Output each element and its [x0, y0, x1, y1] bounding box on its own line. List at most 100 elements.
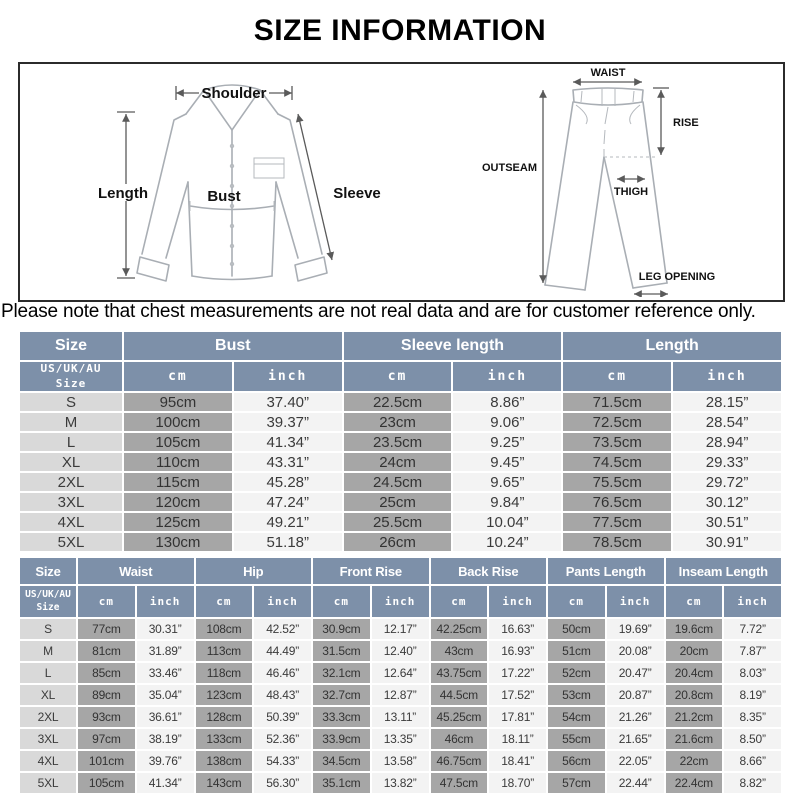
waist-label: WAIST: [591, 67, 626, 79]
size-label-cell: 4XL: [20, 513, 122, 531]
cm-value-cell: 33.9cm: [313, 729, 370, 749]
inch-value-cell: 16.93”: [489, 641, 546, 661]
inch-value-cell: 7.87”: [724, 641, 781, 661]
cm-value-cell: 33.3cm: [313, 707, 370, 727]
inch-value-cell: 12.40”: [371, 641, 429, 661]
cm-value-cell: 78.5cm: [563, 533, 672, 551]
cm-value-cell: 34.5cm: [313, 751, 370, 771]
inch-value-cell: 50.39”: [254, 707, 311, 727]
cm-value-cell: 47.5cm: [430, 773, 488, 793]
cm-value-cell: 43.75cm: [430, 663, 488, 683]
cm-value-cell: 105cm: [78, 773, 135, 793]
cm-value-cell: 72.5cm: [563, 413, 672, 431]
cm-value-cell: 21.6cm: [665, 729, 723, 749]
size-standard-subheader: US/UK/AU Size: [20, 586, 76, 617]
size-standard-subheader: US/UK/AU Size: [20, 362, 122, 391]
size-row: L 85cm 33.46” 118cm 46.46” 32.1cm 12.64” 43.75c…: [20, 663, 781, 683]
cm-value-cell: 35.1cm: [313, 773, 370, 793]
inch-value-cell: 30.31”: [136, 619, 194, 639]
measure-group-header: Pants Length: [548, 558, 664, 584]
inch-value-cell: 38.19”: [136, 729, 194, 749]
measure-group-header: Back Rise: [430, 558, 546, 584]
inch-value-cell: 29.33”: [673, 453, 781, 471]
measure-group-header: Inseam Length: [665, 558, 781, 584]
measure-group-header: Front Rise: [313, 558, 429, 584]
size-label-cell: S: [20, 619, 76, 639]
inch-value-cell: 8.35”: [724, 707, 781, 727]
size-row: 5XL 105cm 41.34” 143cm 56.30” 35.1cm 13.82” 47.…: [20, 773, 781, 793]
cm-value-cell: 22.5cm: [343, 393, 452, 411]
size-label-cell: 4XL: [20, 751, 76, 771]
shoulder-label: Shoulder: [201, 85, 266, 102]
size-row: M 100cm 39.37” 23cm 9.06” 72.5cm 28.54”: [20, 413, 781, 431]
size-label-cell: 2XL: [20, 473, 122, 491]
unit-subheader: inch: [673, 362, 781, 391]
inch-value-cell: 20.87”: [606, 685, 664, 705]
cm-value-cell: 77.5cm: [563, 513, 672, 531]
inch-value-cell: 31.89”: [136, 641, 194, 661]
cm-value-cell: 75.5cm: [563, 473, 672, 491]
cm-value-cell: 130cm: [124, 533, 232, 551]
leg-opening-label: LEG OPENING: [639, 271, 715, 283]
inch-value-cell: 22.44”: [606, 773, 664, 793]
cm-value-cell: 32.1cm: [313, 663, 370, 683]
sleeve-label: Sleeve: [333, 185, 381, 202]
inch-value-cell: 30.51”: [673, 513, 781, 531]
cm-value-cell: 42.25cm: [430, 619, 488, 639]
inch-value-cell: 10.04”: [453, 513, 562, 531]
cm-value-cell: 54cm: [548, 707, 605, 727]
unit-subheader: inch: [453, 362, 562, 391]
inch-value-cell: 8.50”: [724, 729, 781, 749]
inch-value-cell: 18.70”: [489, 773, 546, 793]
size-row: 3XL 97cm 38.19” 133cm 52.36” 33.9cm 13.35” 46cm…: [20, 729, 781, 749]
cm-value-cell: 20.8cm: [665, 685, 723, 705]
size-label-cell: 5XL: [20, 533, 122, 551]
size-label-cell: 3XL: [20, 493, 122, 511]
cm-value-cell: 55cm: [548, 729, 605, 749]
inch-value-cell: 20.08”: [606, 641, 664, 661]
cm-value-cell: 138cm: [195, 751, 253, 771]
right-pocket: [629, 104, 641, 125]
inch-value-cell: 43.31”: [233, 453, 342, 471]
inch-value-cell: 51.18”: [233, 533, 342, 551]
rise-label: RISE: [673, 117, 699, 129]
cm-value-cell: 45.25cm: [430, 707, 488, 727]
cm-value-cell: 22.4cm: [665, 773, 723, 793]
cm-value-cell: 26cm: [343, 533, 452, 551]
measure-group-header: Sleeve length: [343, 332, 562, 360]
inch-value-cell: 10.24”: [453, 533, 562, 551]
inch-value-cell: 29.72”: [673, 473, 781, 491]
cm-value-cell: 43cm: [430, 641, 488, 661]
shoulder-arrow: [175, 86, 293, 100]
inch-value-cell: 13.82”: [371, 773, 429, 793]
inch-value-cell: 9.45”: [453, 453, 562, 471]
inch-value-cell: 28.54”: [673, 413, 781, 431]
size-label-cell: L: [20, 433, 122, 451]
inch-value-cell: 9.65”: [453, 473, 562, 491]
inch-value-cell: 28.15”: [673, 393, 781, 411]
unit-subheader: cm: [343, 362, 452, 391]
inch-value-cell: 20.47”: [606, 663, 664, 683]
cm-value-cell: 25cm: [343, 493, 452, 511]
cm-value-cell: 81cm: [78, 641, 135, 661]
inch-value-cell: 16.63”: [489, 619, 546, 639]
size-label-cell: M: [20, 413, 122, 431]
inch-value-cell: 22.05”: [606, 751, 664, 771]
cm-value-cell: 19.6cm: [665, 619, 723, 639]
cm-value-cell: 133cm: [195, 729, 253, 749]
size-label-cell: M: [20, 641, 76, 661]
bust-label: Bust: [207, 188, 240, 205]
inch-value-cell: 18.11”: [489, 729, 546, 749]
inch-value-cell: 18.41”: [489, 751, 546, 771]
inch-value-cell: 48.43”: [254, 685, 311, 705]
inch-value-cell: 7.72”: [724, 619, 781, 639]
cm-value-cell: 120cm: [124, 493, 232, 511]
cm-value-cell: 73.5cm: [563, 433, 672, 451]
cm-value-cell: 108cm: [195, 619, 253, 639]
size-row: M 81cm 31.89” 113cm 44.49” 31.5cm 12.40” 43cm 16…: [20, 641, 781, 661]
unit-subheader: inch: [724, 586, 781, 617]
cm-value-cell: 20.4cm: [665, 663, 723, 683]
cm-value-cell: 97cm: [78, 729, 135, 749]
bust-line: [189, 205, 275, 211]
